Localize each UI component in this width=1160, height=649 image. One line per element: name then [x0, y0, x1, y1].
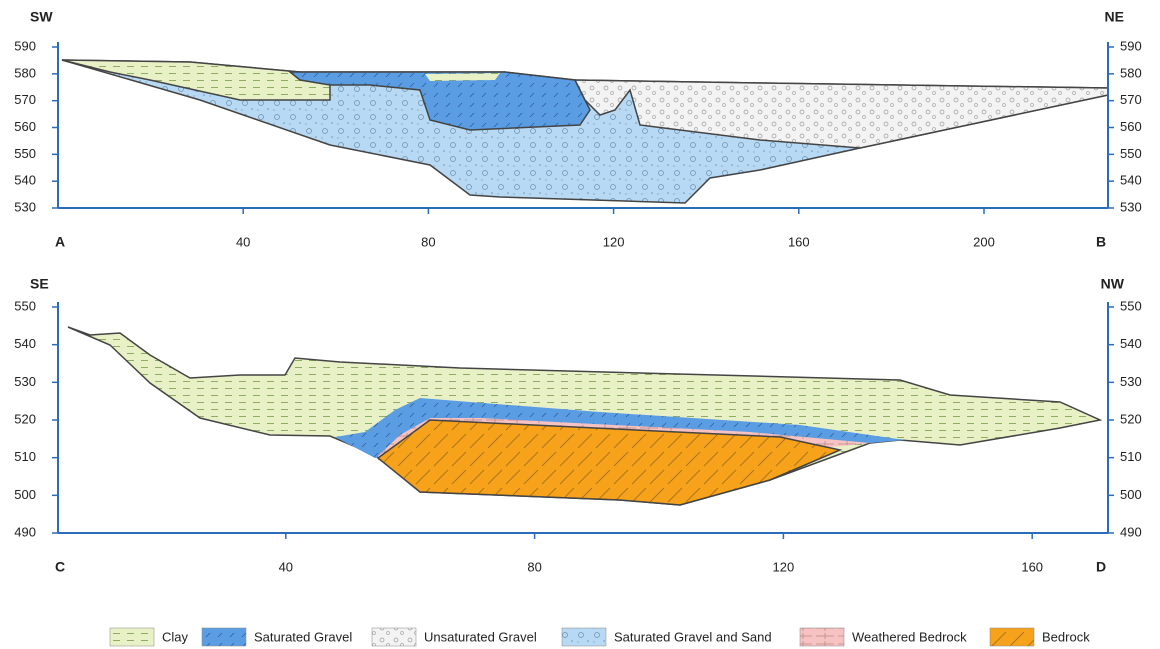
y-tick-label: 550	[14, 298, 36, 313]
panel-1-layers	[62, 60, 1108, 203]
y-tick-label: 540	[1120, 173, 1142, 188]
y-tick-label: 510	[14, 449, 36, 464]
section-end-label: C	[55, 559, 65, 575]
x-tick-label: 40	[279, 559, 293, 574]
y-tick-label: 560	[1120, 119, 1142, 134]
y-tick-label: 550	[14, 146, 36, 161]
x-tick-label: 80	[527, 559, 541, 574]
y-tick-label: 590	[14, 38, 36, 53]
section-end-label: D	[1096, 559, 1106, 575]
y-tick-label: 590	[1120, 38, 1142, 53]
legend-swatch	[562, 628, 606, 646]
legend-swatch	[800, 628, 844, 646]
legend-label: Bedrock	[1042, 629, 1090, 644]
direction-label: SE	[30, 276, 49, 292]
section-end-label: B	[1096, 234, 1106, 250]
y-tick-label: 570	[1120, 92, 1142, 107]
y-tick-label: 530	[1120, 199, 1142, 214]
legend-label: Clay	[162, 629, 189, 644]
y-tick-label: 530	[14, 374, 36, 389]
y-tick-label: 520	[1120, 411, 1142, 426]
y-tick-label: 580	[1120, 65, 1142, 80]
y-tick-label: 530	[1120, 374, 1142, 389]
section-end-label: A	[55, 234, 65, 250]
legend: Clay Saturated Gravel Unsaturated Gravel Sa…	[110, 628, 1090, 646]
panel-2-layers	[68, 327, 1100, 505]
y-tick-label: 540	[1120, 336, 1142, 351]
y-tick-label: 500	[14, 487, 36, 502]
y-tick-label: 520	[14, 411, 36, 426]
y-tick-label: 510	[1120, 449, 1142, 464]
cross-section-figure: 590 590 580 580 570 570 560 560 550 550 540 540 530 5…	[0, 0, 1160, 649]
legend-swatch	[990, 628, 1034, 646]
legend-swatch	[202, 628, 246, 646]
x-tick-label: 200	[973, 234, 995, 249]
legend-swatch	[372, 628, 416, 646]
y-tick-label: 530	[14, 199, 36, 214]
legend-label: Saturated Gravel and Sand	[614, 629, 772, 644]
direction-label: NE	[1105, 9, 1124, 25]
x-tick-label: 120	[603, 234, 625, 249]
legend-label: Unsaturated Gravel	[424, 629, 537, 644]
y-tick-label: 540	[14, 173, 36, 188]
y-tick-label: 580	[14, 65, 36, 80]
direction-label: SW	[30, 9, 53, 25]
x-tick-label: 120	[773, 559, 795, 574]
y-tick-label: 560	[14, 119, 36, 134]
x-tick-label: 40	[236, 234, 250, 249]
legend-label: Weathered Bedrock	[852, 629, 967, 644]
y-tick-label: 540	[14, 336, 36, 351]
x-tick-label: 160	[1021, 559, 1043, 574]
y-tick-label: 550	[1120, 298, 1142, 313]
y-tick-label: 500	[1120, 487, 1142, 502]
x-tick-label: 160	[788, 234, 810, 249]
x-tick-label: 80	[421, 234, 435, 249]
y-tick-label: 490	[14, 524, 36, 539]
legend-swatch	[110, 628, 154, 646]
legend-label: Saturated Gravel	[254, 629, 352, 644]
direction-label: NW	[1101, 276, 1125, 292]
y-tick-label: 490	[1120, 524, 1142, 539]
y-tick-label: 550	[1120, 146, 1142, 161]
y-tick-label: 570	[14, 92, 36, 107]
clay	[425, 73, 500, 81]
